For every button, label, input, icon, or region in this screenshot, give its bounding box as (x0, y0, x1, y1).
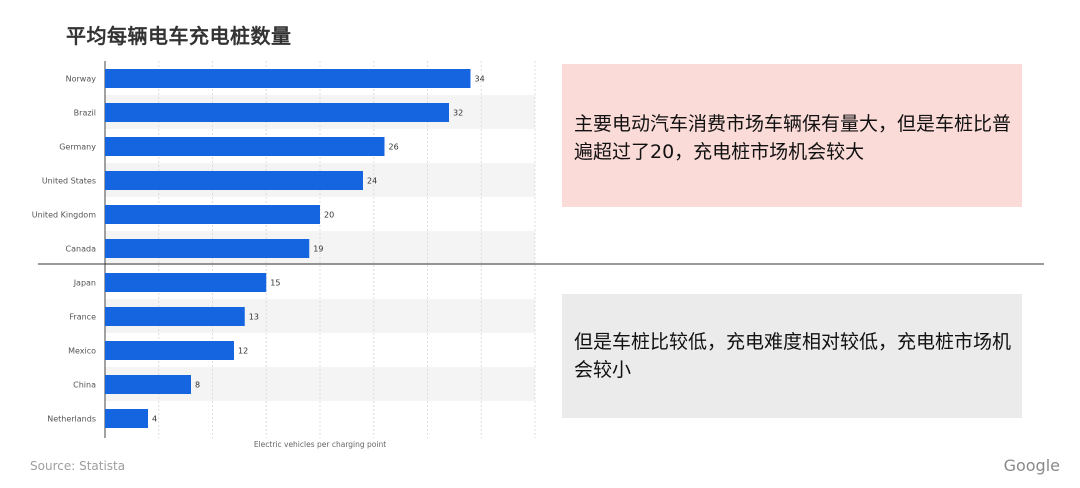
value-label: 34 (475, 75, 485, 84)
category-label: Brazil (74, 109, 96, 118)
bar (105, 375, 191, 394)
brand-logo: Google (1003, 456, 1060, 475)
value-label: 13 (249, 313, 259, 322)
value-label: 20 (324, 211, 334, 220)
value-label: 8 (195, 381, 200, 390)
note-low-ratio: 但是车桩比较低，充电难度相对较低，充电桩市场机会较小 (562, 294, 1022, 418)
bar (105, 103, 449, 122)
category-label: France (69, 313, 96, 322)
value-label: 4 (152, 415, 157, 424)
note-high-ratio: 主要电动汽车消费市场车辆保有量大，但是车桩比普遍超过了20，充电桩市场机会较大 (562, 64, 1022, 207)
category-label: United Kingdom (32, 211, 96, 220)
bar (105, 239, 310, 258)
category-label: Canada (66, 245, 97, 254)
category-label: Norway (66, 75, 97, 84)
category-label: Mexico (68, 347, 96, 356)
chart-title: 平均每辆电车充电桩数量 (66, 24, 292, 48)
category-label: United States (42, 177, 96, 186)
category-label: Germany (59, 143, 96, 152)
bar (105, 409, 148, 428)
bar (105, 69, 471, 88)
source-label: Source: Statista (30, 459, 126, 473)
category-label: Netherlands (47, 415, 96, 424)
bar (105, 341, 234, 360)
value-label: 24 (367, 177, 377, 186)
bar (105, 171, 363, 190)
bar (105, 205, 320, 224)
value-label: 12 (238, 347, 248, 356)
bar (105, 137, 385, 156)
value-label: 19 (313, 245, 323, 254)
bar (105, 307, 245, 326)
bar (105, 273, 267, 292)
value-label: 32 (453, 109, 463, 118)
category-label: China (73, 381, 96, 390)
value-label: 26 (389, 143, 399, 152)
x-axis-label: Electric vehicles per charging point (254, 440, 386, 449)
category-label: Japan (73, 279, 96, 288)
value-label: 15 (270, 279, 280, 288)
